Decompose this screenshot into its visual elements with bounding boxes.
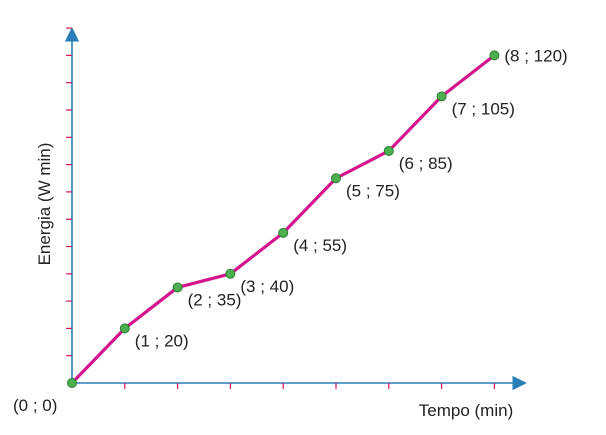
- x-axis-ticks: [124, 383, 495, 389]
- data-point: [225, 268, 236, 279]
- data-point-label: (1 ; 20): [135, 331, 189, 350]
- data-point-label: (3 ; 40): [240, 277, 294, 296]
- y-axis-label: Energia (W min): [35, 143, 54, 266]
- data-point: [278, 227, 289, 238]
- data-point: [331, 173, 341, 184]
- data-point-label: (4 ; 55): [293, 236, 347, 255]
- y-axis-ticks: [66, 27, 72, 357]
- data-point-label: (7 ; 105): [452, 99, 515, 118]
- data-point: [436, 91, 447, 102]
- data-point: [119, 323, 130, 334]
- data-point-label: (6 ; 85): [399, 154, 453, 173]
- data-points: [67, 50, 500, 388]
- data-point: [383, 145, 394, 156]
- data-point: [489, 50, 500, 61]
- data-point-labels: (0 ; 0) (1 ; 20) (2 ; 35)(3 ; 40) (4 ; 55) (…: [13, 46, 568, 415]
- data-point-label: (8 ; 120): [504, 46, 567, 65]
- data-point: [67, 378, 77, 388]
- data-point-label: (2 ; 35): [188, 290, 242, 309]
- data-point-label: (5 ; 75): [346, 181, 400, 200]
- data-point: [172, 282, 183, 293]
- x-axis-label: Tempo (min): [419, 401, 513, 420]
- data-point-label: (0 ; 0): [13, 396, 57, 415]
